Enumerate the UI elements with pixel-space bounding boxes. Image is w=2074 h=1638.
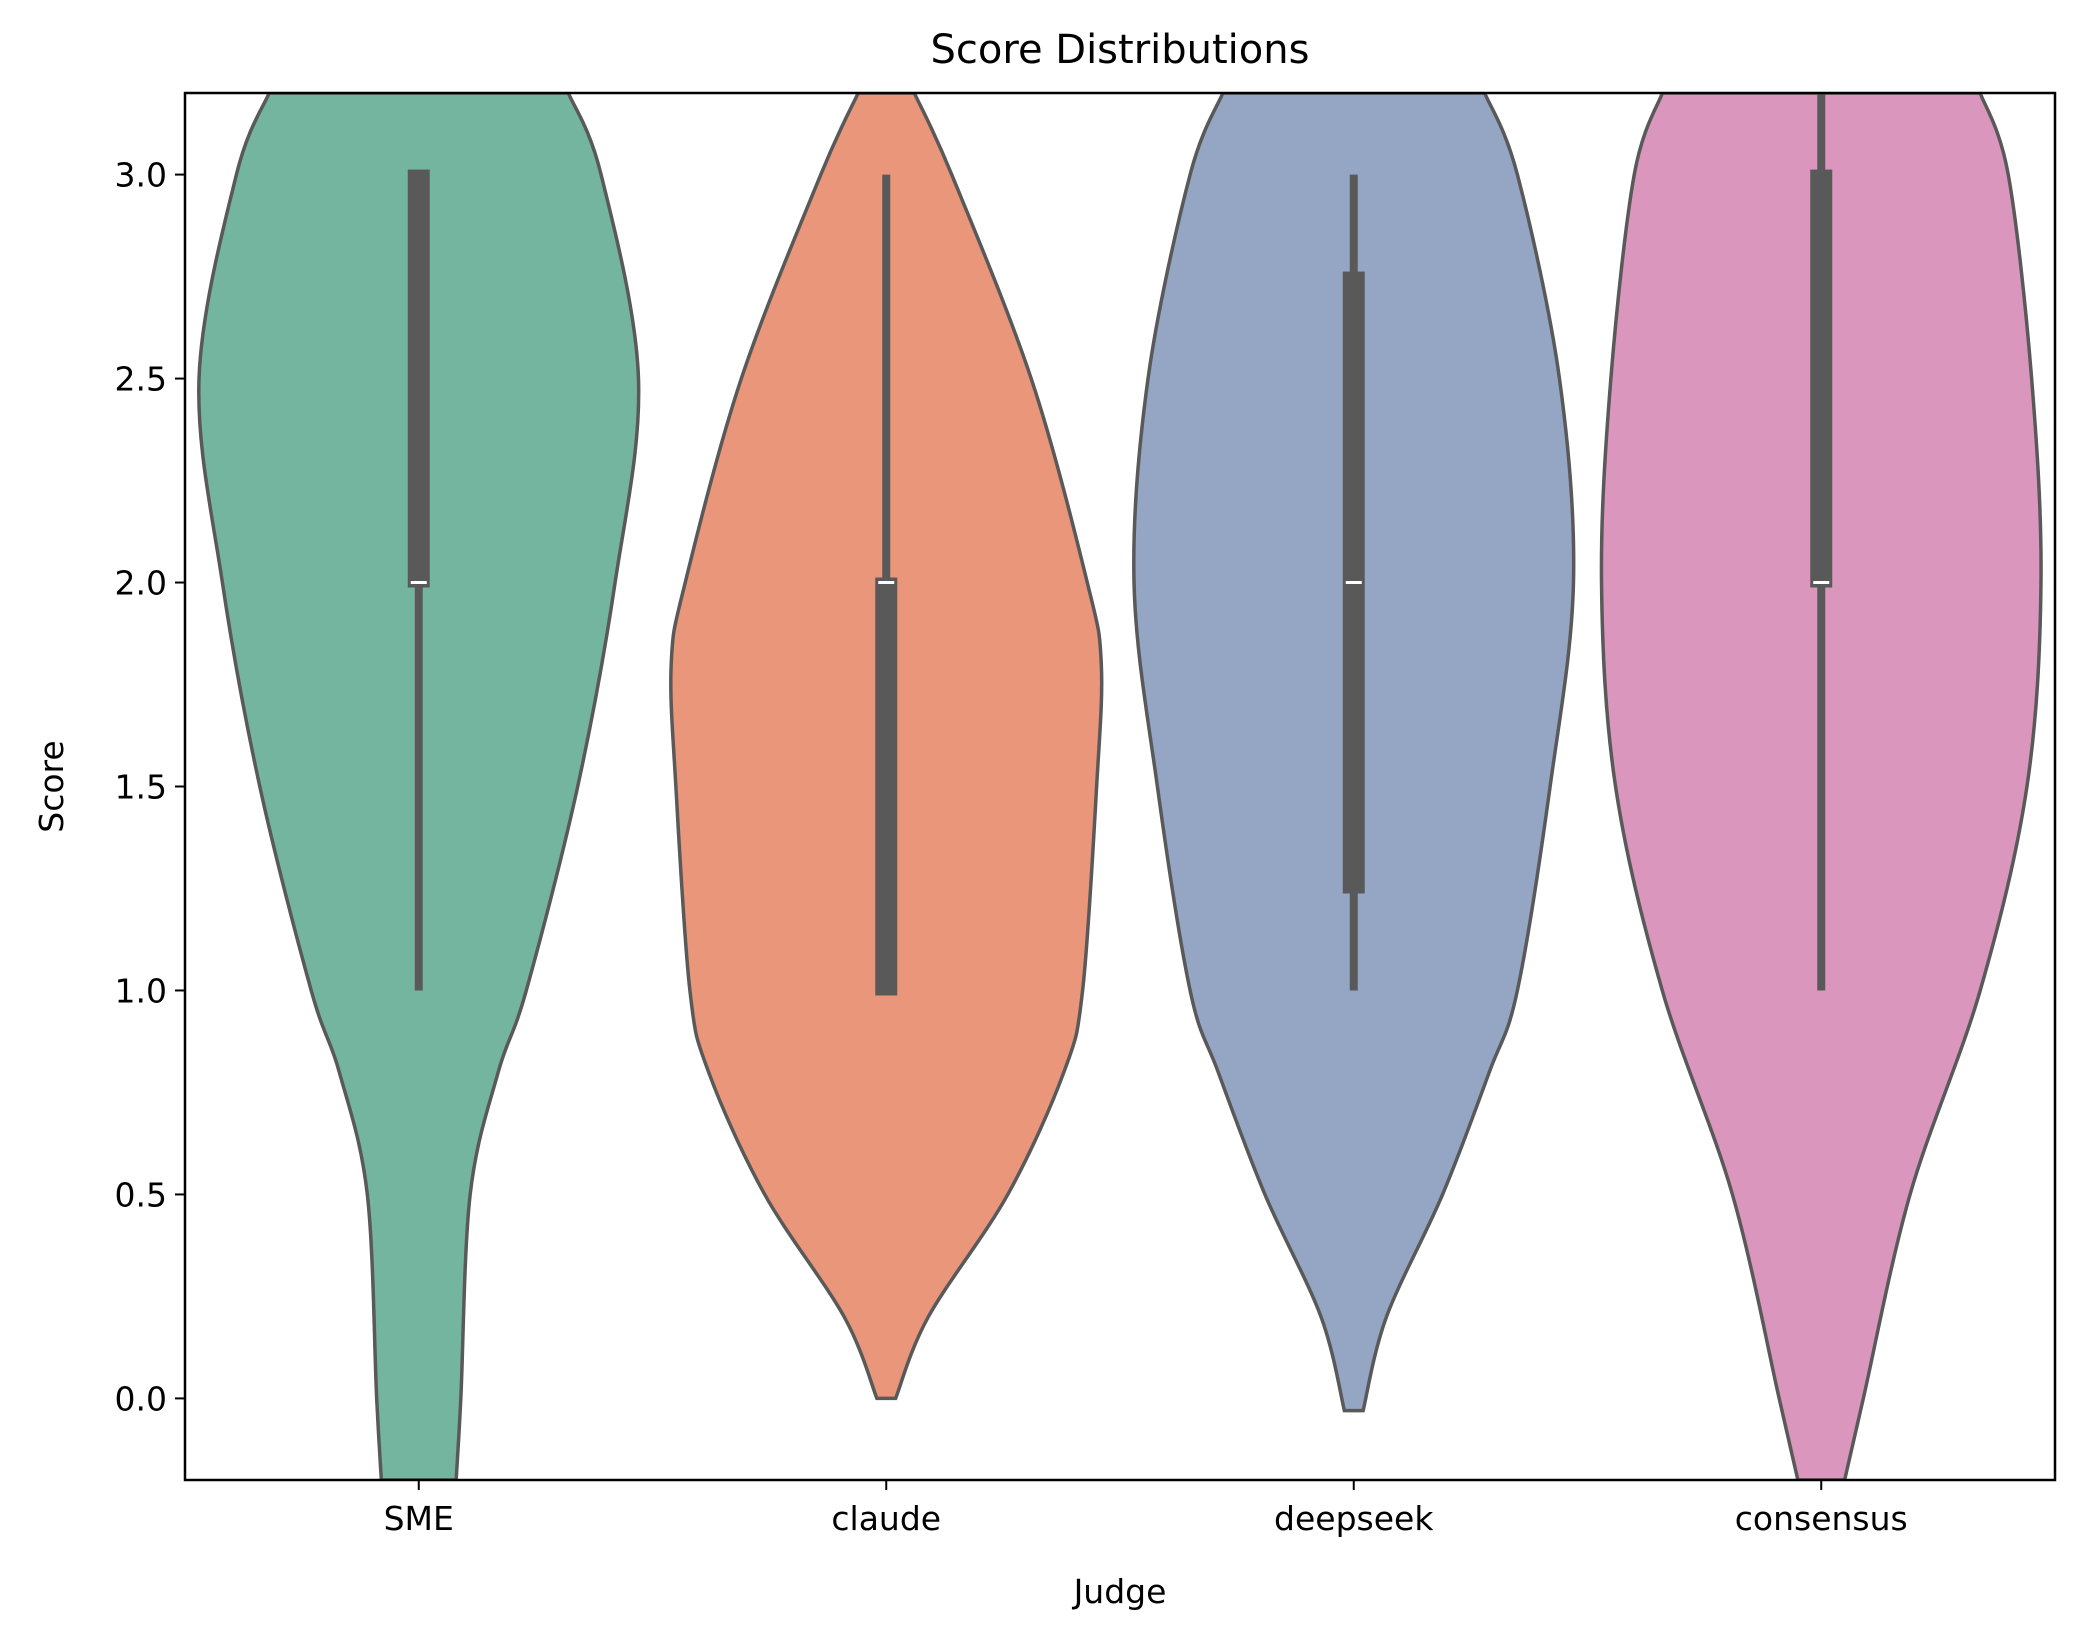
- violins-layer: [197, 93, 2043, 1480]
- x-axis-label: Judge: [1072, 1572, 1167, 1611]
- x-tick-label: SME: [384, 1499, 454, 1538]
- x-tick-label: deepseek: [1274, 1499, 1434, 1538]
- boxes-layer: [407, 93, 1833, 996]
- x-axis: SME claude deepseek consensus: [384, 1480, 1908, 1538]
- y-tick-label: 1.5: [115, 768, 167, 807]
- y-tick-label: 2.0: [115, 564, 167, 603]
- iqr-box-claude: [875, 577, 898, 996]
- iqr-box-consensus: [1810, 169, 1833, 588]
- y-tick-label: 2.5: [115, 360, 167, 399]
- chart-title: Score Distributions: [931, 27, 1310, 73]
- y-tick-label: 1.0: [115, 971, 167, 1010]
- y-axis: 0.0 0.5 1.0 1.5 2.0 2.5 3.0: [115, 156, 185, 1418]
- y-axis-label: Score: [32, 740, 71, 832]
- y-tick-label: 0.0: [115, 1379, 167, 1418]
- x-tick-label: claude: [831, 1499, 941, 1538]
- y-tick-label: 0.5: [115, 1175, 167, 1214]
- x-tick-label: consensus: [1735, 1499, 1908, 1538]
- y-tick-label: 3.0: [115, 156, 167, 195]
- iqr-box-SME: [407, 169, 430, 588]
